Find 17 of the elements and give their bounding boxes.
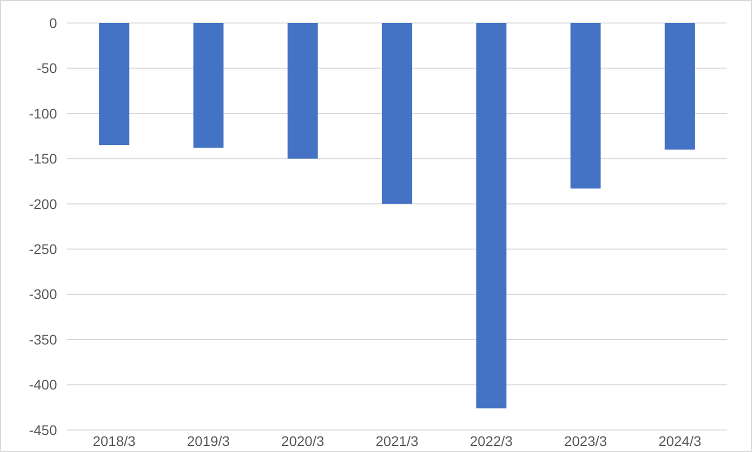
y-tick-label: -300	[28, 286, 58, 302]
x-tick-label: 2020/3	[281, 433, 324, 449]
x-tick-label: 2021/3	[376, 433, 419, 449]
y-tick-label: -350	[28, 331, 58, 348]
x-tick-label: 2019/3	[187, 433, 230, 449]
x-tick-label: 2024/3	[658, 433, 702, 449]
y-tick-label: -400	[28, 376, 58, 393]
y-tick-label: -150	[28, 150, 58, 167]
y-tick-label: -250	[28, 241, 58, 258]
x-tick-label: 2023/3	[564, 433, 608, 449]
y-tick-label: 0	[49, 14, 58, 31]
y-tick-label: -200	[28, 196, 58, 212]
y-tick-label: -50	[36, 60, 58, 76]
x-tick-label: 2018/3	[92, 433, 136, 449]
y-tick-label: -100	[28, 105, 58, 122]
y-tick-label: -450	[28, 422, 58, 438]
x-tick-label: 2022/3	[470, 433, 513, 449]
